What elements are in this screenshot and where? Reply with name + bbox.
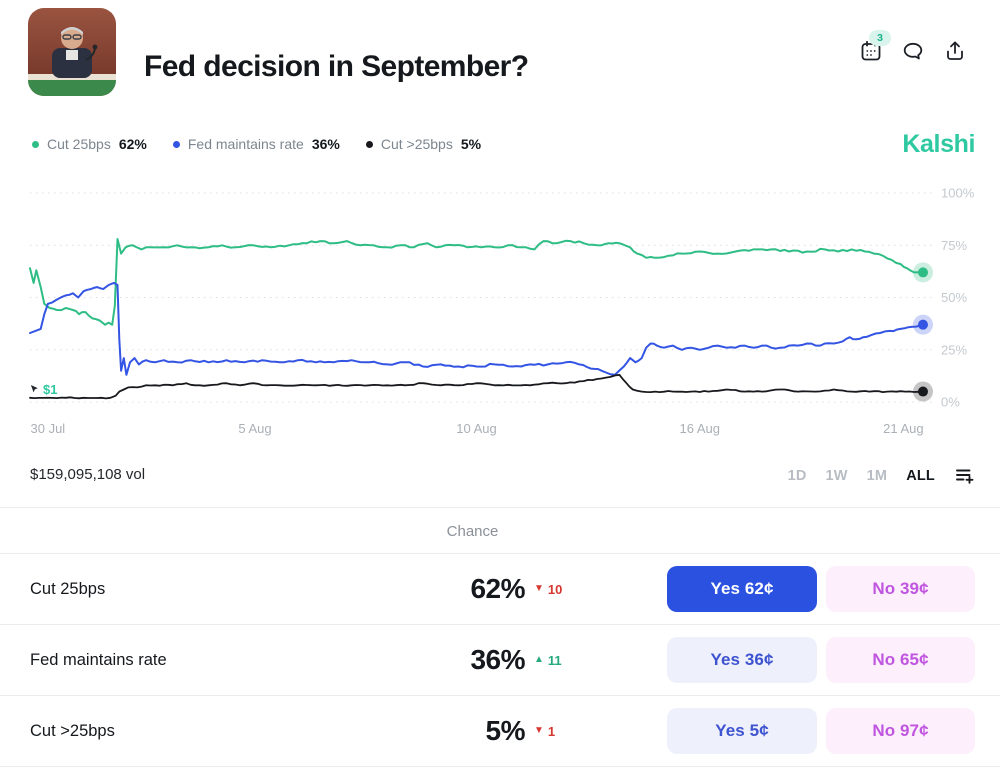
legend-label: Cut 25bps	[47, 136, 111, 152]
playlist-add-button[interactable]	[954, 465, 975, 486]
range-button-1w[interactable]: 1W	[825, 467, 848, 484]
yes-button[interactable]: Yes 36¢	[667, 637, 817, 683]
outcome-label: Cut >25bps	[30, 721, 115, 740]
legend-dot	[172, 140, 180, 148]
share-button[interactable]	[942, 38, 968, 64]
yes-button[interactable]: Yes 62¢	[667, 566, 817, 612]
y-tick-label: 25%	[941, 342, 967, 357]
avatar-illustration	[28, 8, 116, 96]
no-button[interactable]: No 97¢	[826, 708, 975, 754]
legend-value: 36%	[311, 136, 340, 152]
triangle-up-icon: ▲	[534, 654, 544, 665]
chart-legend: Cut 25bps 62% Fed maintains rate 36% Cut >25…	[32, 136, 481, 152]
series-end-dot	[918, 386, 928, 397]
market-avatar	[28, 8, 116, 96]
trade-flag: $1	[28, 382, 57, 397]
legend-item: Fed maintains rate 36%	[172, 136, 340, 152]
range-button-all[interactable]: ALL	[906, 467, 935, 484]
no-button[interactable]: No 39¢	[826, 566, 975, 612]
legend-dot	[365, 140, 373, 148]
series-line-cut-25bps	[29, 373, 924, 400]
series-end-dot	[918, 319, 928, 330]
outcome-row: Cut 25bps 62% ▼ 10 Yes 62¢ No 39¢	[0, 553, 1000, 624]
change-indicator: ▲ 11	[534, 625, 562, 695]
range-button-1d[interactable]: 1D	[787, 467, 807, 484]
price-chart[interactable]: 0% 25% 50% 75% 100% 30 Jul 5 Aug 10 Aug 16 Aug 21…	[0, 180, 1000, 450]
triangle-down-icon: ▼	[534, 725, 544, 736]
outcome-label: Cut 25bps	[30, 579, 106, 598]
outcome-row: Cut >25bps 5% ▼ 1 Yes 5¢ No 97¢	[0, 695, 1000, 767]
chance-value: 5%	[485, 715, 526, 746]
series-line-fed-maintains-rate	[29, 281, 924, 376]
change-value: 11	[547, 652, 562, 668]
calendar-button[interactable]: 3	[858, 30, 891, 64]
legend-value: 62%	[118, 136, 147, 152]
y-tick-label: 100%	[941, 186, 975, 201]
page-title: Fed decision in September?	[144, 50, 529, 84]
range-selector: 1D 1W 1M ALL	[788, 465, 975, 486]
series-end-dot	[918, 267, 928, 278]
y-tick-label: 0%	[941, 395, 960, 410]
kalshi-logo: Kalshi	[902, 130, 975, 158]
y-tick-label: 75%	[941, 238, 967, 253]
header-actions: 3	[858, 30, 968, 64]
y-tick-label: 50%	[941, 290, 967, 305]
share-icon	[943, 39, 967, 63]
x-tick-label: 5 Aug	[238, 421, 271, 436]
outcome-label: Fed maintains rate	[30, 650, 167, 669]
legend-item: Cut 25bps 62%	[32, 136, 147, 152]
chance-value: 62%	[470, 573, 525, 604]
cursor-icon	[29, 383, 41, 396]
comment-button[interactable]	[900, 38, 926, 64]
volume-label: $159,095,108 vol	[30, 466, 146, 483]
range-button-1m[interactable]: 1M	[866, 467, 888, 484]
chance-cell: 36%	[385, 625, 525, 695]
chance-column-header: Chance	[446, 523, 499, 540]
playlist-add-icon	[956, 469, 974, 484]
x-tick-label: 30 Jul	[31, 421, 66, 436]
no-button[interactable]: No 65¢	[826, 637, 975, 683]
x-tick-label: 10 Aug	[456, 421, 497, 436]
x-tick-label: 21 Aug	[883, 421, 924, 436]
calendar-badge: 3	[869, 30, 891, 46]
series-line-cut-25bps	[29, 238, 924, 326]
outcome-row: Fed maintains rate 36% ▲ 11 Yes 36¢ No 6…	[0, 624, 1000, 695]
triangle-down-icon: ▼	[534, 583, 544, 594]
change-indicator: ▼ 1	[534, 696, 555, 766]
table-header: Chance	[0, 507, 1000, 553]
chance-cell: 5%	[385, 696, 526, 766]
comment-icon	[901, 39, 925, 63]
outcomes-table: Chance Cut 25bps 62% ▼ 10 Yes 62¢ No 39¢…	[0, 507, 1000, 767]
change-value: 10	[547, 581, 563, 597]
change-indicator: ▼ 10	[534, 554, 562, 624]
x-tick-label: 16 Aug	[680, 421, 721, 436]
legend-dot	[32, 140, 39, 148]
legend-item: Cut >25bps 5%	[365, 136, 482, 152]
chance-cell: 62%	[385, 554, 525, 624]
legend-label: Cut >25bps	[380, 136, 453, 152]
yes-button[interactable]: Yes 5¢	[667, 708, 817, 754]
change-value: 1	[547, 723, 556, 739]
trade-flag-label: $1	[43, 382, 58, 397]
legend-label: Fed maintains rate	[187, 136, 304, 152]
legend-value: 5%	[460, 136, 482, 152]
chance-value: 36%	[470, 644, 525, 675]
